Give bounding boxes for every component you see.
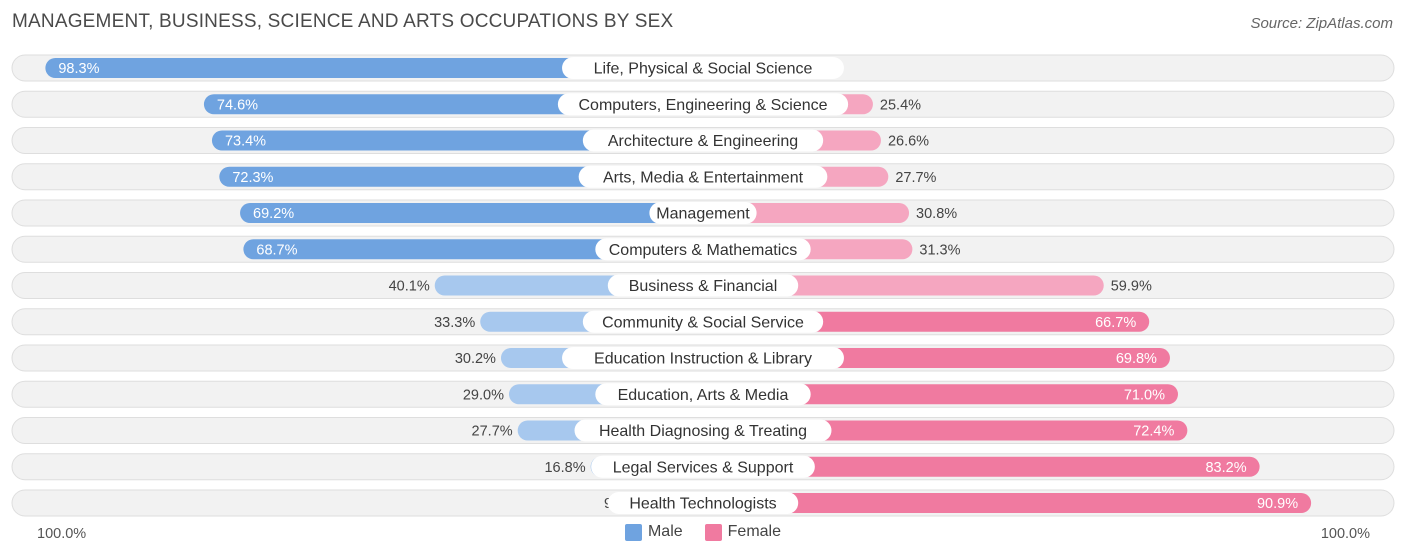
category-label-background <box>557 93 849 116</box>
legend-item-male: Male <box>624 523 683 541</box>
category-label: Management <box>656 206 750 223</box>
male-value-label: 73.4% <box>225 134 266 150</box>
male-value-label: 72.3% <box>232 170 273 186</box>
bar-row: 40.1% 59.9% Business & Financial <box>11 272 1395 299</box>
female-value-label: 26.6% <box>888 134 929 150</box>
category-label: Arts, Media & Entertainment <box>603 169 804 186</box>
female-value-label: 69.8% <box>1116 351 1157 367</box>
axis-left-label: 100.0% <box>37 526 87 542</box>
male-value-label: 74.6% <box>217 97 258 113</box>
female-value-label: 31.3% <box>919 242 960 258</box>
female-value-label: 25.4% <box>880 97 921 113</box>
bar-chart: 98.3%1.7%Life, Physical & Social Science… <box>11 54 1395 517</box>
male-value-label: 27.7% <box>472 424 513 440</box>
male-value-label: 16.8% <box>544 460 585 476</box>
category-label-background <box>562 347 844 369</box>
female-bar <box>703 384 1178 405</box>
bar-row: 27.7% 72.4% Health Diagnosing & Treating <box>11 417 1395 444</box>
category-label: Business & Financial <box>629 278 778 295</box>
category-label: Community & Social Service <box>602 314 804 331</box>
male-bar <box>45 58 704 78</box>
category-label-background <box>578 165 828 188</box>
female-value-label: 30.8% <box>916 206 957 222</box>
bar-row: 30.2% 69.8% Education Instruction & Librar… <box>11 344 1395 372</box>
axis-right-label: 100.0% <box>1320 526 1370 542</box>
female-value-label: 83.2% <box>1205 460 1246 476</box>
male-value-label: 40.1% <box>389 279 430 295</box>
category-label: Life, Physical & Social Science <box>594 61 813 78</box>
bar-row: 72.3% 27.7% Arts, Media & Entertainment <box>11 163 1395 191</box>
male-value-label: 29.0% <box>463 387 504 403</box>
bar-row: 69.2% 30.8% Management <box>11 199 1395 227</box>
male-value-label: 68.7% <box>256 242 297 258</box>
chart-title: MANAGEMENT, BUSINESS, SCIENCE AND ARTS O… <box>12 11 674 32</box>
category-label: Architecture & Engineering <box>608 133 798 150</box>
category-label-background <box>582 129 824 152</box>
female-value-label: 72.4% <box>1133 424 1174 440</box>
category-label: Computers, Engineering & Science <box>578 97 827 114</box>
male-value-label: 69.2% <box>253 206 294 222</box>
male-value-label: 98.3% <box>58 61 99 77</box>
category-label: Legal Services & Support <box>613 459 794 476</box>
female-bar <box>703 456 1260 477</box>
male-bar <box>211 130 704 151</box>
category-label-background <box>574 419 832 442</box>
category-label: Education Instruction & Library <box>594 351 812 368</box>
bar-row: 68.7% 31.3% Computers & Mathematics <box>11 235 1395 263</box>
male-bar <box>240 203 703 223</box>
category-label-background <box>562 57 844 79</box>
bar-row: 29.0% 71.0% Education, Arts & Media <box>11 380 1395 408</box>
legend-label-male: Male <box>647 523 683 540</box>
female-bar <box>703 275 1104 296</box>
category-label: Computers & Mathematics <box>609 242 798 259</box>
legend: Male Female <box>0 523 1406 541</box>
bar-row: 33.3% 66.7% Community & Social Service <box>11 308 1395 336</box>
legend-swatch-male <box>624 523 642 541</box>
category-label-background <box>607 274 799 297</box>
legend-label-female: Female <box>727 523 782 540</box>
category-label-background <box>595 383 811 406</box>
bar-row: 98.3%1.7%Life, Physical & Social Science <box>11 54 1395 82</box>
male-value-label: 30.2% <box>455 351 496 367</box>
category-label: Education, Arts & Media <box>618 387 789 404</box>
female-value-label: 27.7% <box>895 170 936 186</box>
female-value-label: 66.7% <box>1095 315 1136 331</box>
female-value-label: 59.9% <box>1111 279 1152 295</box>
category-label-background <box>607 492 799 514</box>
female-bar <box>703 493 1312 513</box>
category-label-background <box>649 202 757 224</box>
category-label-background <box>582 310 824 333</box>
female-value-label: 71.0% <box>1124 387 1165 403</box>
male-bar <box>243 239 703 260</box>
legend-item-female: Female <box>704 523 782 541</box>
bar-row: 74.6% 25.4% Computers, Engineering & Scien… <box>11 90 1395 118</box>
bar-row: 16.8% 83.2% Legal Services & Support <box>11 453 1395 481</box>
male-value-label: 33.3% <box>434 315 475 331</box>
category-label: Health Technologists <box>629 496 776 513</box>
category-label-background <box>591 455 815 478</box>
bar-row: 9.1%90.9%Health Technologists <box>11 489 1395 517</box>
category-label-background <box>595 238 811 261</box>
female-value-label: 90.9% <box>1257 496 1298 512</box>
category-label: Health Diagnosing & Treating <box>599 423 807 440</box>
source-note: Source: ZipAtlas.com <box>1250 15 1393 32</box>
legend-swatch-female <box>704 523 722 541</box>
bar-row: 73.4% 26.6% Architecture & Engineering <box>11 127 1395 154</box>
